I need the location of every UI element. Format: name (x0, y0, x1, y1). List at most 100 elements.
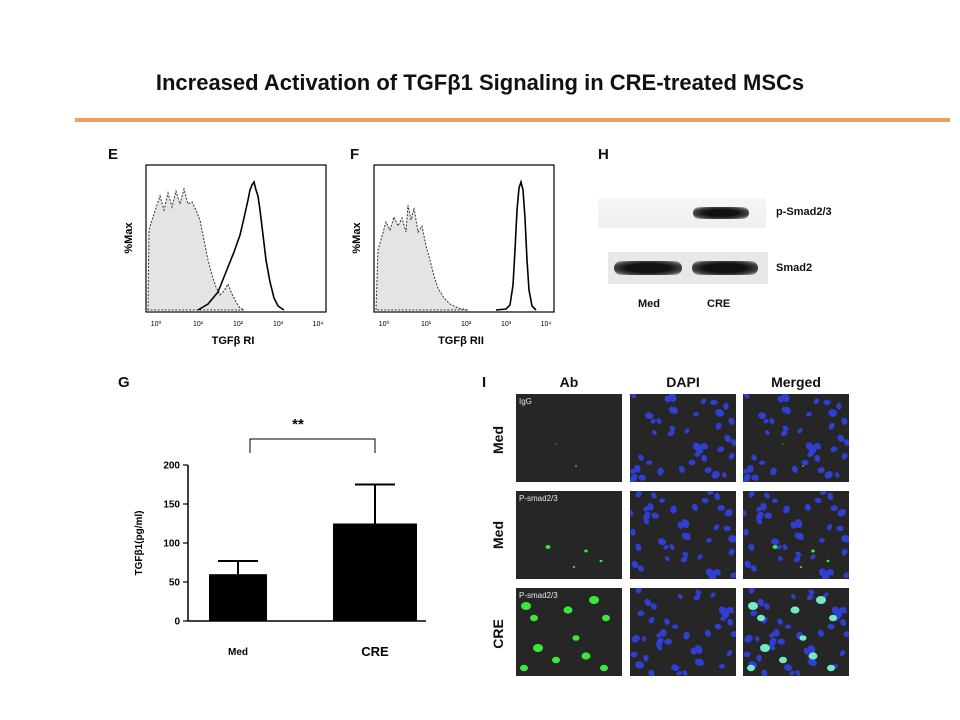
nucleus (648, 669, 655, 676)
nucleus (797, 532, 804, 541)
nucleus (827, 623, 835, 630)
green-signal (599, 559, 603, 563)
nucleus (667, 430, 675, 437)
nucleus (772, 498, 779, 503)
micro-image (630, 394, 736, 482)
nucleus (804, 503, 811, 511)
micro-stain-label: P-smad2/3 (519, 591, 558, 600)
nucleus (843, 572, 849, 579)
histogram-f-tick: 10¹ (421, 321, 432, 328)
micro-merged (743, 394, 849, 482)
green-signal (826, 559, 830, 563)
nucleus (724, 434, 732, 443)
nucleus (793, 556, 801, 563)
nucleus (677, 521, 684, 529)
histogram-f-xlabel: TGFβ RII (438, 335, 484, 347)
nucleus (743, 394, 750, 399)
nucleus (642, 514, 650, 521)
nucleus (759, 460, 766, 465)
nucleus (839, 650, 846, 657)
nucleus (726, 607, 734, 613)
nucleus (730, 631, 736, 638)
nucleus (827, 492, 834, 500)
nucleus (801, 459, 809, 466)
nucleus (764, 492, 770, 499)
bar-chart: ** TGFβ1(pg/ml) 0 50 100 150 200 Med CRE (134, 416, 426, 659)
nucleus (748, 491, 755, 498)
nucleus (705, 538, 712, 543)
nucleus (763, 418, 769, 424)
nucleus (837, 508, 846, 517)
nucleus (680, 556, 688, 563)
green-signal (572, 566, 576, 568)
blot-strip-psmad (598, 198, 766, 228)
nucleus (691, 503, 698, 511)
nucleus (744, 634, 753, 643)
nucleus (724, 508, 733, 517)
nucleus (813, 443, 821, 449)
nucleus (668, 394, 677, 403)
nucleus (743, 510, 747, 516)
blot-label-psmad: p-Smad2/3 (776, 206, 832, 218)
green-signal (779, 656, 787, 664)
bar-chart-ytick-label: 0 (174, 617, 180, 628)
nucleus (784, 664, 793, 672)
nucleus (789, 670, 795, 676)
nucleus (791, 593, 796, 600)
nucleus (795, 670, 801, 676)
green-signal (790, 606, 800, 614)
nucleus (805, 412, 812, 417)
panel-label-g: G (118, 374, 130, 391)
nucleus (631, 560, 639, 569)
page-title: Increased Activation of TGFβ1 Signaling … (155, 70, 805, 95)
nucleus (695, 589, 702, 595)
nucleus (658, 538, 667, 546)
bar-chart-ytick-label: 150 (163, 500, 180, 511)
histogram-e-isotype (147, 187, 245, 311)
nucleus (761, 669, 768, 676)
nucleus (676, 670, 682, 676)
nucleus (826, 569, 834, 575)
nucleus (808, 589, 815, 595)
nucleus (750, 565, 757, 572)
nucleus (656, 418, 662, 424)
histogram-f-tick: 10² (461, 321, 472, 328)
blot-band-smad2-med (614, 261, 682, 275)
nucleus (707, 491, 714, 495)
green-signal (602, 614, 610, 622)
nucleus (651, 492, 657, 499)
histogram-f-isotype (375, 204, 469, 311)
nucleus (664, 395, 671, 403)
nucleus (678, 593, 683, 600)
nucleus (714, 623, 722, 630)
panel-label-f: F (350, 146, 360, 163)
nucleus (638, 454, 644, 461)
nucleus (795, 551, 802, 557)
nucleus (818, 538, 825, 543)
nucleus (693, 594, 701, 601)
green-signal (584, 549, 588, 553)
nucleus (683, 631, 690, 640)
histogram-e-tick: 10² (233, 321, 244, 328)
nucleus (748, 543, 755, 551)
nucleus (757, 598, 765, 607)
nucleus (665, 555, 670, 562)
green-signal (572, 635, 580, 641)
nucleus (642, 636, 647, 642)
nucleus (813, 398, 820, 405)
micro-merged (743, 588, 849, 676)
nucleus (821, 573, 830, 579)
nucleus (682, 670, 688, 676)
nucleus (630, 651, 638, 658)
nucleus (630, 394, 637, 399)
blot-lane-med: Med (638, 298, 660, 310)
nucleus (730, 572, 736, 579)
nucleus (634, 464, 641, 473)
green-signal (816, 596, 826, 604)
nucleus (751, 454, 757, 461)
nucleus (828, 409, 838, 417)
nucleus (635, 491, 642, 498)
micro-row-label: Med (490, 426, 506, 454)
nucleus (808, 447, 817, 455)
nucleus (723, 525, 731, 532)
